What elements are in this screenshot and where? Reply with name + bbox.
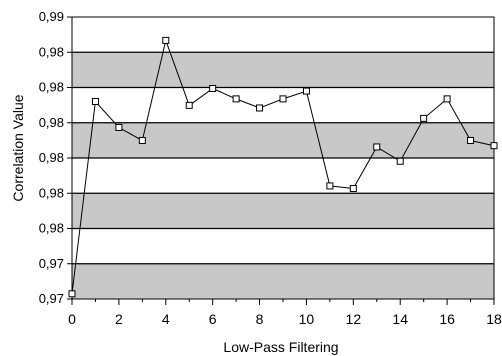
x-tick-labels: 0 2 4 6 8 10 12 14 16 18 [68, 311, 502, 327]
data-point-marker [209, 84, 217, 92]
data-point-marker [326, 182, 334, 190]
data-point-marker [443, 95, 451, 103]
axes [67, 16, 495, 305]
plot-band [72, 122, 494, 158]
x-tick-label: 16 [439, 311, 455, 327]
x-tick-label: 12 [346, 311, 362, 327]
y-tick-label: 0,97 [39, 291, 64, 306]
y-axis-label: Correlation Value [10, 94, 26, 201]
data-point-marker [467, 136, 475, 144]
y-tick-label: 0,98 [39, 80, 64, 95]
series-markers [68, 36, 498, 298]
data-point-marker [68, 290, 76, 298]
data-point-marker [490, 142, 498, 150]
data-point-marker [91, 97, 99, 105]
plot-band [72, 193, 494, 229]
data-point-marker [115, 123, 123, 131]
grid-lines [72, 51, 494, 265]
x-tick-label: 0 [68, 311, 76, 327]
y-tick-label: 0,99 [39, 9, 64, 24]
data-point-marker [349, 185, 357, 193]
x-tick-label: 14 [392, 311, 408, 327]
data-point-marker [256, 104, 264, 112]
plot-band [72, 52, 494, 88]
y-tick-label: 0,98 [39, 115, 64, 130]
plot-band [72, 263, 494, 299]
y-tick-labels: 0,97 0,97 0,98 0,98 0,98 0,98 0,98 0,98 0,99 [39, 9, 64, 306]
y-tick-label: 0,98 [39, 185, 64, 200]
x-axis-label: Low-Pass Filtering [223, 339, 338, 355]
data-point-marker [396, 157, 404, 165]
y-tick-label: 0,98 [39, 221, 64, 236]
data-point-marker [279, 95, 287, 103]
data-point-marker [138, 136, 146, 144]
y-tick-label: 0,98 [39, 44, 64, 59]
x-tick-label: 10 [299, 311, 315, 327]
x-tick-label: 4 [162, 311, 170, 327]
data-point-marker [373, 143, 381, 151]
x-tick-label: 2 [115, 311, 123, 327]
y-tick-label: 0,97 [39, 256, 64, 271]
data-point-marker [185, 101, 193, 109]
x-tick-label: 6 [209, 311, 217, 327]
data-point-marker [232, 95, 240, 103]
y-tick-label: 0,98 [39, 150, 64, 165]
x-tick-label: 18 [486, 311, 502, 327]
data-point-marker [302, 87, 310, 95]
data-point-marker [420, 114, 428, 122]
data-point-marker [162, 36, 170, 44]
x-tick-label: 8 [256, 311, 264, 327]
